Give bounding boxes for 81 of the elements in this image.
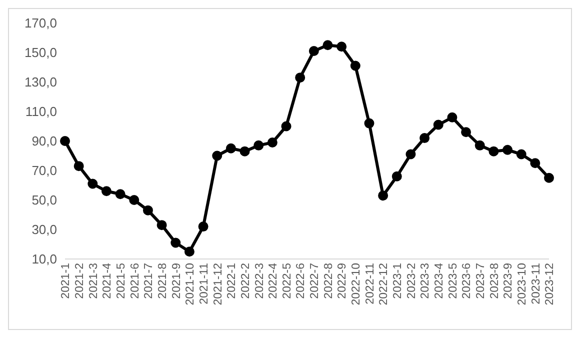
point [198, 222, 208, 232]
x-tick-label: 2022-11 [364, 263, 376, 304]
x-tick-label: 2022-3 [254, 263, 266, 299]
point [364, 118, 374, 128]
x-tick-label: 2021-6 [129, 263, 142, 299]
point [142, 205, 153, 216]
point [420, 133, 430, 144]
x-tick-label: 2021-5 [115, 263, 128, 299]
point [115, 189, 126, 200]
x-tick-label: 2021-2 [74, 263, 86, 299]
y-tick-label: 110,0 [25, 104, 57, 120]
x-tick-label: 2023-11 [530, 263, 542, 304]
point [281, 121, 292, 132]
point [308, 46, 319, 56]
x-tick-label: 2023-8 [488, 263, 501, 299]
x-tick-label: 2022-1 [226, 263, 238, 299]
x-tick-label: 2021-7 [143, 263, 156, 299]
point [254, 140, 264, 150]
y-tick-label: 50,0 [32, 192, 57, 208]
point [60, 136, 70, 146]
x-tick-label: 2021-9 [170, 263, 183, 299]
y-tick-label: 30,0 [32, 222, 57, 238]
x-tick-label: 2022-4 [268, 262, 280, 299]
x-tick-label: 2023-10 [516, 263, 529, 306]
y-tick-label: 90,0 [32, 134, 57, 149]
x-tick-label: 2023-1 [392, 263, 404, 299]
y-tick-label: 130,0 [24, 74, 57, 90]
point [101, 186, 112, 196]
x-tick-label: 2022-7 [309, 263, 322, 299]
x-tick-label: 2023-6 [461, 263, 474, 299]
point [447, 112, 458, 122]
y-tick-label: 150,0 [24, 45, 57, 60]
point [322, 40, 333, 50]
point [170, 238, 181, 248]
point [184, 246, 194, 257]
x-tick-label: 2023-2 [406, 263, 418, 299]
point [488, 146, 499, 156]
point [212, 150, 222, 161]
x-tick-label: 2022-10 [350, 263, 363, 306]
x-tick-label: 2022-8 [322, 263, 335, 299]
point [267, 137, 278, 148]
x-tick-label: 2023-3 [420, 263, 432, 299]
x-tick-label: 2022-12 [378, 263, 390, 306]
point [516, 149, 526, 160]
x-tick-label: 2022-9 [336, 263, 349, 299]
point [336, 42, 347, 52]
point [74, 161, 84, 172]
point [461, 127, 472, 138]
y-tick-label: 170,0 [24, 16, 57, 31]
point [433, 120, 444, 130]
point [88, 178, 98, 189]
x-tick-label: 2023-7 [475, 263, 488, 299]
point [530, 158, 540, 168]
point [240, 146, 250, 156]
point [392, 171, 402, 182]
point [406, 149, 416, 160]
y-tick-label: 70,0 [32, 163, 57, 178]
point [226, 143, 236, 154]
x-tick-label: 2021-8 [156, 263, 169, 299]
x-tick-label: 2022-5 [281, 263, 294, 299]
point [295, 72, 306, 83]
y-tick-label: 10,0 [32, 252, 57, 267]
point [474, 140, 485, 150]
point [502, 144, 513, 155]
x-tick-label: 2021-1 [60, 263, 72, 299]
x-tick-label: 2023-4 [434, 262, 446, 299]
x-tick-label: 2023-12 [544, 263, 556, 306]
x-tick-label: 2021-10 [184, 263, 197, 306]
point [156, 220, 167, 230]
x-tick-label: 2023-9 [502, 263, 515, 299]
x-tick-label: 2021-12 [212, 263, 224, 306]
x-tick-label: 2023-5 [447, 263, 460, 299]
x-tick-label: 2021-11 [198, 263, 210, 304]
x-tick-label: 2021-3 [88, 263, 100, 299]
point [544, 172, 554, 183]
point [378, 190, 388, 201]
x-tick-label: 2021-4 [102, 262, 114, 299]
x-tick-label: 2022-6 [295, 263, 308, 299]
point [129, 195, 140, 205]
point [350, 60, 360, 71]
x-tick-label: 2022-2 [240, 263, 252, 299]
